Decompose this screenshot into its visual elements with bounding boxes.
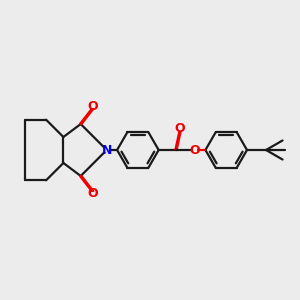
FancyBboxPatch shape [91,104,95,108]
Text: N: N [101,143,112,157]
FancyBboxPatch shape [193,148,197,152]
Text: O: O [88,188,98,200]
FancyBboxPatch shape [105,148,109,152]
Text: O: O [175,122,185,135]
Text: O: O [190,143,200,157]
Text: O: O [88,100,98,112]
FancyBboxPatch shape [178,126,182,130]
FancyBboxPatch shape [91,192,95,196]
